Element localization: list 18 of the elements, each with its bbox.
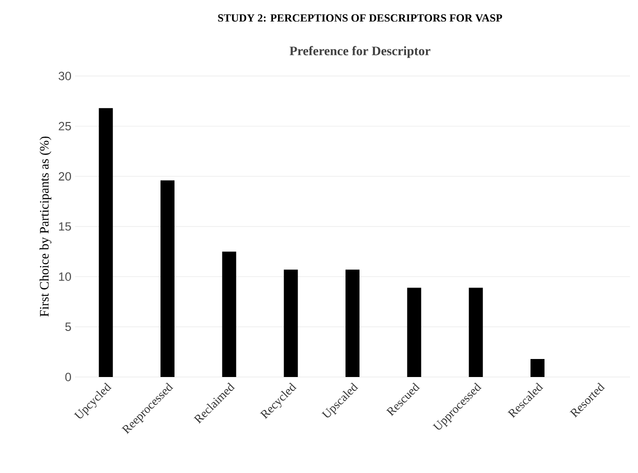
bar bbox=[284, 270, 298, 377]
bar bbox=[407, 288, 422, 377]
y-tick-label: 5 bbox=[65, 322, 71, 331]
y-tick-label: 25 bbox=[58, 122, 71, 130]
bar bbox=[222, 252, 236, 377]
y-tick-label: 0 bbox=[65, 372, 72, 382]
bar bbox=[468, 288, 483, 377]
y-tick-label: 20 bbox=[58, 172, 72, 181]
y-axis-title: First Choice by Participants as (%) bbox=[40, 136, 52, 317]
y-tick-label: 30 bbox=[58, 72, 72, 80]
chart-subtitle: Preference for Descriptor bbox=[290, 46, 430, 58]
y-tick-label: 15 bbox=[59, 222, 71, 231]
chart-title: STUDY 2: PERCEPTIONS OF DESCRIPTORS FOR VASP bbox=[218, 14, 502, 22]
y-tick-label: 10 bbox=[59, 272, 72, 281]
bar bbox=[98, 108, 113, 377]
bar bbox=[160, 180, 174, 377]
bar bbox=[346, 270, 360, 377]
bar bbox=[530, 358, 545, 377]
